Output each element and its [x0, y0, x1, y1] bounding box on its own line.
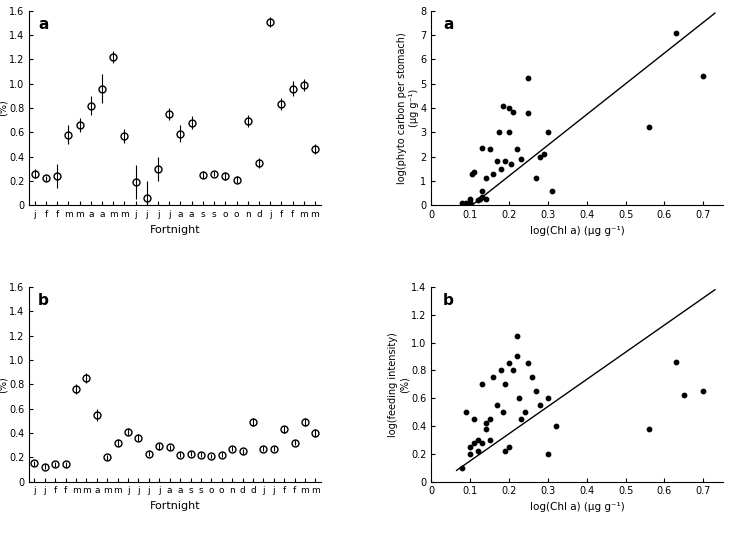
Point	[464, 197, 476, 206]
Point	[503, 359, 515, 368]
Point	[523, 109, 534, 117]
Point	[670, 358, 682, 366]
Point	[496, 164, 507, 173]
Point	[484, 415, 496, 423]
Point	[511, 145, 523, 154]
Text: a: a	[443, 17, 453, 32]
Text: b: b	[443, 293, 454, 308]
Point	[468, 438, 480, 447]
Point	[503, 104, 515, 112]
Point	[546, 186, 558, 195]
Point	[496, 366, 507, 374]
Point	[491, 401, 503, 409]
Point	[464, 200, 476, 208]
Point	[534, 152, 546, 161]
Point	[488, 373, 499, 381]
Point	[511, 331, 523, 340]
Point	[505, 159, 517, 168]
Y-axis label: log(phyto carbon per stomach)
(μg g⁻¹): log(phyto carbon per stomach) (μg g⁻¹)	[397, 32, 419, 184]
Point	[550, 422, 561, 430]
Y-axis label: log(feeding intensity)
(%): log(feeding intensity) (%)	[388, 332, 410, 437]
Point	[484, 145, 496, 154]
Point	[474, 195, 485, 203]
Point	[480, 174, 491, 183]
Point	[480, 419, 491, 427]
Point	[461, 408, 472, 416]
Point	[531, 387, 542, 395]
Point	[466, 170, 478, 178]
Point	[523, 73, 534, 82]
Point	[472, 435, 484, 444]
Point	[497, 101, 509, 110]
Point	[511, 352, 523, 361]
Point	[697, 387, 709, 395]
Point	[643, 123, 655, 132]
Point	[678, 391, 690, 400]
Point	[456, 198, 468, 207]
Point	[484, 435, 496, 444]
Point	[468, 168, 480, 177]
Point	[456, 463, 468, 472]
Point	[643, 424, 655, 433]
Point	[526, 373, 538, 381]
Point	[523, 359, 534, 368]
Point	[499, 447, 511, 455]
Point	[542, 449, 554, 458]
Point	[670, 28, 682, 37]
Point	[507, 366, 519, 374]
Point	[476, 438, 488, 447]
Point	[464, 198, 476, 207]
Point	[519, 408, 531, 416]
Point	[476, 144, 488, 152]
Point	[499, 157, 511, 166]
Point	[464, 449, 476, 458]
Point	[515, 155, 526, 163]
Point	[503, 128, 515, 136]
Point	[697, 72, 709, 81]
Point	[531, 174, 542, 183]
Y-axis label: log(arithmetic average feeding intensity)
(%): log(arithmetic average feeding intensity…	[0, 7, 7, 209]
X-axis label: log(Chl a) (μg g⁻¹): log(Chl a) (μg g⁻¹)	[530, 226, 624, 235]
Point	[468, 415, 480, 423]
X-axis label: log(Chl a) (μg g⁻¹): log(Chl a) (μg g⁻¹)	[530, 502, 624, 512]
Point	[476, 380, 488, 388]
Point	[542, 394, 554, 402]
Point	[480, 424, 491, 433]
Point	[464, 442, 476, 451]
Point	[503, 442, 515, 451]
X-axis label: Fortnight: Fortnight	[150, 501, 200, 511]
Text: a: a	[38, 17, 48, 32]
Point	[488, 170, 499, 178]
X-axis label: Fortnight: Fortnight	[150, 225, 200, 235]
Point	[507, 108, 519, 116]
Text: b: b	[38, 293, 49, 308]
Point	[491, 157, 503, 166]
Point	[499, 380, 511, 388]
Point	[497, 408, 509, 416]
Point	[493, 128, 505, 136]
Point	[542, 128, 554, 136]
Y-axis label: log(arithmetic average feeding intensity)
(%): log(arithmetic average feeding intensity…	[0, 284, 7, 485]
Point	[464, 195, 476, 203]
Point	[472, 447, 484, 455]
Point	[476, 193, 488, 201]
Point	[515, 415, 526, 423]
Point	[480, 195, 491, 203]
Point	[472, 196, 484, 205]
Point	[538, 150, 550, 158]
Point	[513, 394, 525, 402]
Point	[461, 198, 472, 207]
Point	[476, 186, 488, 195]
Point	[534, 401, 546, 409]
